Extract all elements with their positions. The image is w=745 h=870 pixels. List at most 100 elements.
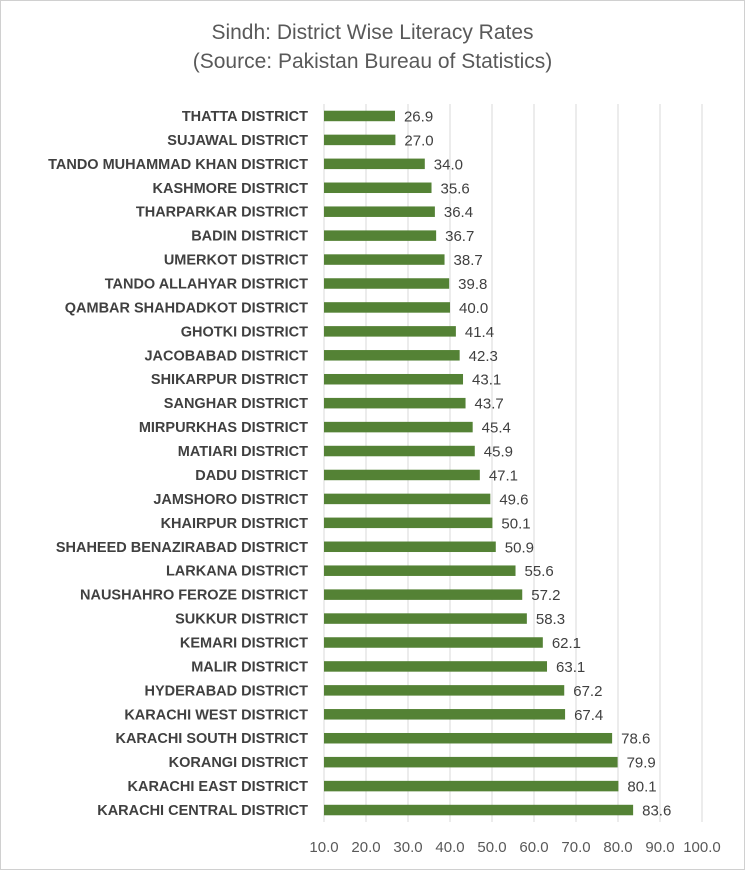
category-label: LARKANA DISTRICT [166, 564, 308, 580]
data-label: 57.2 [531, 587, 560, 604]
data-label: 38.7 [454, 252, 483, 269]
category-label: SUKKUR DISTRICT [175, 612, 308, 628]
category-label: SHIKARPUR DISTRICT [151, 372, 308, 388]
x-tick-label: 70.0 [561, 839, 590, 856]
data-label: 62.1 [552, 635, 581, 652]
x-tick-label: 30.0 [393, 839, 422, 856]
data-label: 34.0 [434, 156, 463, 173]
data-label: 78.6 [621, 731, 650, 748]
category-label: UMERKOT DISTRICT [164, 253, 308, 269]
data-label: 55.6 [525, 563, 554, 580]
data-label: 83.6 [642, 803, 671, 820]
category-label: DADU DISTRICT [195, 468, 308, 484]
bar [324, 709, 566, 720]
category-label: BADIN DISTRICT [191, 229, 308, 245]
data-label: 43.7 [475, 396, 504, 413]
gridlines [323, 104, 703, 822]
category-label: GHOTKI DISTRICT [181, 324, 308, 340]
bar [324, 230, 437, 241]
category-label: MALIR DISTRICT [191, 659, 308, 675]
bar [324, 637, 543, 648]
category-label: KARACHI EAST DISTRICT [128, 779, 309, 795]
bar [324, 326, 456, 337]
data-label: 50.1 [501, 515, 530, 532]
category-label: KHAIRPUR DISTRICT [161, 516, 309, 532]
category-label: SUJAWAL DISTRICT [167, 133, 308, 149]
category-label: MIRPURKHAS DISTRICT [139, 420, 308, 436]
data-label: 45.9 [484, 444, 513, 461]
category-label: KASHMORE DISTRICT [153, 181, 309, 197]
category-label: KARACHI WEST DISTRICT [124, 707, 308, 723]
bar [324, 110, 395, 122]
data-label: 36.4 [444, 204, 473, 221]
x-tick-label: 60.0 [519, 839, 548, 856]
data-label: 39.8 [458, 276, 487, 293]
x-tick-label: 50.0 [477, 839, 506, 856]
bar [324, 565, 516, 576]
category-label: TANDO MUHAMMAD KHAN DISTRICT [48, 157, 308, 173]
category-label: TANDO ALLAHYAR DISTRICT [105, 277, 308, 293]
category-label: MATIARI DISTRICT [178, 444, 308, 460]
bar [324, 158, 425, 170]
data-labels: 26.9 27.034.0 35.6 36.4 36.7 38.7 39.8 40.0 41.4… [404, 108, 671, 819]
x-tick-label: 100.0 [683, 839, 721, 856]
category-labels: THATTA DISTRICT SUJAWAL DISTRICT TANDO MUH… [48, 109, 308, 819]
data-label: 58.3 [536, 611, 565, 628]
data-label: 80.1 [627, 779, 656, 796]
category-label: QAMBAR SHAHDADKOT DISTRICT [65, 300, 308, 316]
data-label: 35.6 [441, 180, 470, 197]
category-label: THARPARKAR DISTRICT [136, 205, 308, 221]
bar [324, 469, 480, 481]
bar [324, 493, 491, 505]
bar [324, 589, 523, 600]
data-label: 50.9 [505, 539, 534, 556]
data-label: 36.7 [445, 228, 474, 245]
bar [324, 804, 634, 816]
x-tick-label: 10.0 [309, 839, 338, 856]
data-label: 27.0 [404, 132, 433, 149]
bar [324, 661, 548, 672]
data-label: 40.0 [459, 300, 488, 317]
bar [324, 732, 613, 744]
chart-subtitle: (Source: Pakistan Bureau of Statistics) [192, 50, 553, 73]
bar [324, 350, 460, 361]
data-label: 79.9 [627, 755, 656, 772]
data-label: 47.1 [489, 467, 518, 484]
data-label: 49.6 [499, 491, 528, 508]
chart-title-block: Sindh: District Wise Literacy Rates (Sou… [0, 18, 745, 76]
bar [324, 780, 619, 792]
category-label: KEMARI DISTRICT [180, 636, 308, 652]
bar [324, 756, 618, 768]
category-label: HYDERABAD DISTRICT [144, 683, 308, 699]
category-label: SANGHAR DISTRICT [164, 396, 308, 412]
bar [324, 278, 450, 289]
data-label: 67.4 [574, 707, 603, 724]
bar [324, 613, 527, 624]
bars [324, 110, 634, 816]
bar [324, 206, 435, 217]
category-label: KARACHI CENTRAL DISTRICT [97, 803, 308, 819]
bar [324, 302, 450, 313]
bar [324, 445, 475, 457]
data-label: 43.1 [472, 372, 501, 389]
bar [324, 421, 473, 433]
chart-title: Sindh: District Wise Literacy Rates [211, 21, 534, 44]
bar [324, 517, 493, 529]
data-label: 63.1 [556, 659, 585, 676]
category-label: JACOBABAD DISTRICT [144, 348, 308, 364]
x-axis-ticks: 10.0 20.0 30.0 40.0 50.0 60.0 70.0 80.0 90.0 100.… [309, 839, 720, 856]
x-tick-label: 20.0 [351, 839, 380, 856]
bar [324, 373, 464, 385]
x-tick-label: 80.0 [603, 839, 632, 856]
x-tick-label: 90.0 [645, 839, 674, 856]
data-label: 67.2 [573, 683, 602, 700]
bar [324, 541, 496, 553]
x-tick-label: 40.0 [435, 839, 464, 856]
category-label: THATTA DISTRICT [182, 109, 308, 125]
bar [324, 254, 445, 265]
bar [324, 182, 432, 194]
category-label: SHAHEED BENAZIRABAD DISTRICT [56, 540, 308, 556]
category-label: KARACHI SOUTH DISTRICT [115, 731, 308, 747]
category-label: NAUSHAHRO FEROZE DISTRICT [80, 588, 308, 604]
